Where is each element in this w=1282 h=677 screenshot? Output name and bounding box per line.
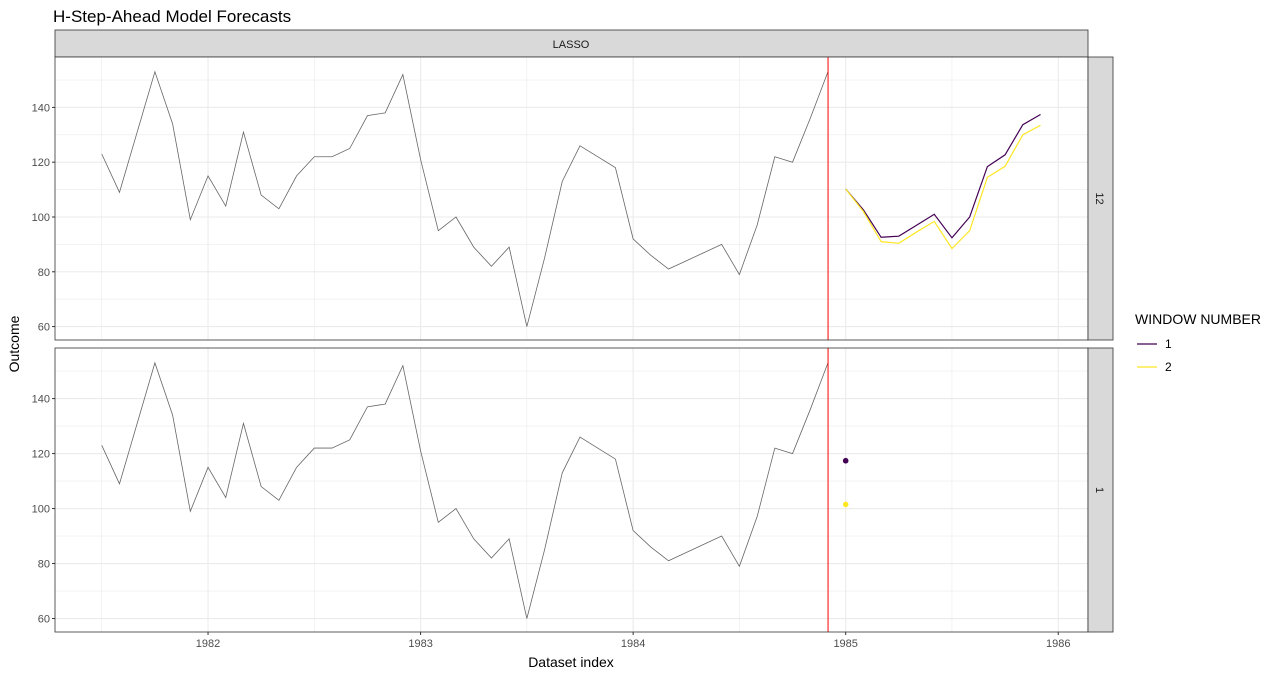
y-tick-label: 80 (38, 267, 50, 279)
legend-title: WINDOW NUMBER (1135, 311, 1261, 327)
forecast-line-window-1 (845, 114, 1041, 239)
x-tick-label: 1985 (833, 638, 857, 650)
x-tick-label: 1984 (621, 638, 645, 650)
x-axis-label: Dataset index (528, 654, 614, 670)
x-tick-label: 1986 (1046, 638, 1070, 650)
panel-background (55, 348, 1088, 632)
chart-title: H-Step-Ahead Model Forecasts (53, 7, 291, 26)
facet-row-label: 12 (1093, 192, 1105, 204)
x-tick-label: 1982 (196, 638, 220, 650)
facet-strip-right (1087, 56, 1114, 341)
panel-1: 60 80 100 120 140 1 (32, 347, 1114, 633)
y-axis-label: Outcome (6, 315, 22, 372)
facet-strip-top (54, 29, 1089, 58)
actual-series-line (101, 361, 829, 619)
legend-label-2: 2 (1165, 360, 1172, 374)
panel-12: 60 80 100 120 140 12 (32, 56, 1114, 341)
panel-background (55, 57, 1088, 340)
y-tick-label: 140 (32, 102, 50, 114)
y-tick-label: 120 (32, 157, 50, 169)
y-tick-label: 120 (32, 449, 50, 461)
x-tick-label: 1983 (408, 638, 432, 650)
y-tick-label: 100 (32, 212, 50, 224)
legend: WINDOW NUMBER 1 2 (1135, 311, 1261, 374)
legend-label-1: 1 (1165, 337, 1172, 351)
y-tick-label: 100 (32, 504, 50, 516)
forecast-line-window-2 (845, 124, 1041, 250)
forecast-point-window-2 (842, 501, 849, 508)
facet-strip-right (1087, 347, 1114, 633)
facet-strip-label: LASSO (553, 39, 590, 51)
y-tick-label: 80 (38, 559, 50, 571)
y-tick-label: 60 (38, 614, 50, 626)
facet-row-label: 1 (1093, 487, 1105, 493)
y-tick-label: 60 (38, 322, 50, 334)
y-tick-label: 140 (32, 394, 50, 406)
actual-series-line (101, 70, 829, 327)
forecast-point-window-1 (842, 457, 849, 464)
